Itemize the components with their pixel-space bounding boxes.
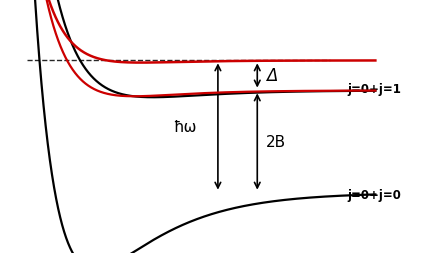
Text: Δ: Δ [266, 67, 277, 85]
Text: j=0+j=0: j=0+j=0 [348, 188, 402, 201]
Text: 2B: 2B [266, 134, 286, 149]
Text: j=0+j=1: j=0+j=1 [348, 83, 402, 96]
Text: ħω: ħω [173, 120, 196, 134]
